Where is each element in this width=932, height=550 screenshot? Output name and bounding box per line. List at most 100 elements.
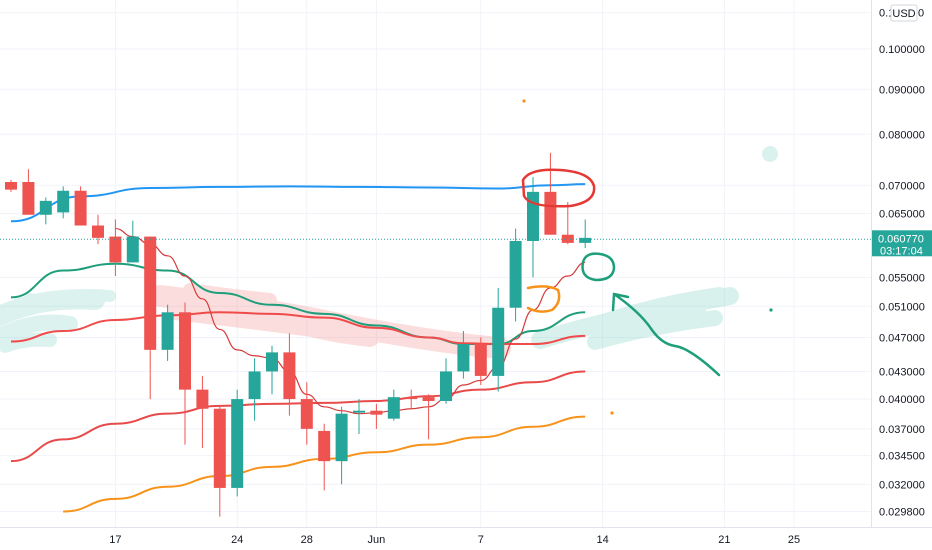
candle-body bbox=[248, 371, 261, 400]
candle-body bbox=[300, 399, 313, 429]
candle-body bbox=[353, 410, 365, 413]
ma-line-5 bbox=[115, 227, 586, 415]
candle-body bbox=[126, 236, 139, 263]
candle bbox=[457, 331, 470, 379]
y-tick-label: 0.040000 bbox=[879, 394, 925, 406]
candle-body bbox=[179, 312, 191, 390]
candle-body bbox=[318, 430, 331, 462]
x-tick-label: 24 bbox=[231, 534, 243, 546]
candle-body bbox=[544, 191, 557, 235]
candle bbox=[300, 382, 313, 445]
ma-line-3 bbox=[10, 370, 586, 463]
candle bbox=[161, 304, 174, 361]
candle bbox=[353, 399, 365, 435]
grid bbox=[0, 0, 871, 527]
x-tick-label: 21 bbox=[718, 534, 730, 546]
candle bbox=[74, 186, 87, 226]
y-tick-label: 0.090000 bbox=[879, 84, 925, 96]
orange-arc-annotation bbox=[526, 285, 561, 313]
candle bbox=[544, 152, 557, 235]
candle-body bbox=[405, 397, 418, 400]
countdown-timer: 03:17:04 bbox=[880, 245, 923, 257]
candle bbox=[283, 333, 296, 416]
candle bbox=[370, 403, 383, 429]
teal-brush-right bbox=[531, 146, 778, 350]
candle-body bbox=[457, 344, 470, 372]
candle-body bbox=[196, 389, 209, 409]
candle-body bbox=[144, 236, 157, 350]
teal-circle-annotation bbox=[581, 252, 616, 282]
candle-body bbox=[579, 237, 592, 243]
candle bbox=[5, 179, 17, 192]
candle bbox=[22, 169, 35, 215]
currency-badge: USD bbox=[890, 4, 918, 22]
candle-body bbox=[527, 191, 539, 241]
candle-body bbox=[266, 352, 278, 372]
y-tick-label: 0.029800 bbox=[879, 507, 925, 519]
candle-body bbox=[213, 408, 226, 488]
candle bbox=[405, 389, 418, 409]
candle-body bbox=[422, 397, 435, 401]
candle bbox=[474, 337, 487, 386]
candle-body bbox=[492, 307, 505, 376]
price-axis[interactable]: 0.1100000.1000000.0900000.0800000.070000… bbox=[871, 0, 932, 527]
y-tick-label: 0.047000 bbox=[879, 332, 925, 344]
candle bbox=[126, 220, 139, 263]
candle-body bbox=[387, 397, 400, 419]
candle-body bbox=[92, 225, 104, 238]
candle bbox=[248, 358, 261, 421]
y-tick-label: 0.080000 bbox=[879, 129, 925, 141]
candle bbox=[335, 406, 348, 485]
candle bbox=[213, 406, 226, 517]
last-price-badge: 0.060770 03:17:04 bbox=[872, 230, 932, 257]
candle-body bbox=[370, 410, 383, 415]
candle bbox=[440, 358, 452, 404]
teal-brush-left bbox=[0, 289, 116, 353]
candle bbox=[231, 389, 244, 497]
candle bbox=[318, 423, 331, 491]
orange-dot bbox=[522, 99, 526, 103]
candle-body bbox=[109, 236, 122, 263]
candle bbox=[57, 186, 70, 219]
y-tick-label: 0.070000 bbox=[879, 180, 925, 192]
candle bbox=[387, 389, 400, 421]
red-ellipse-annotation bbox=[521, 168, 596, 208]
candle bbox=[509, 228, 522, 322]
candle-body bbox=[231, 399, 244, 488]
y-tick-label: 0.055000 bbox=[879, 272, 925, 284]
ma-line-0 bbox=[10, 183, 586, 223]
candle-body bbox=[57, 190, 70, 213]
candle-body bbox=[440, 371, 452, 401]
candle-body bbox=[509, 240, 522, 308]
y-tick-label: 0.034500 bbox=[879, 451, 925, 463]
candle bbox=[266, 345, 278, 395]
plot-background bbox=[0, 0, 871, 527]
x-tick-label: 7 bbox=[478, 534, 484, 546]
x-tick-label: 14 bbox=[596, 534, 608, 546]
x-tick-label: Jun bbox=[368, 534, 386, 546]
candle-body bbox=[74, 190, 87, 226]
last-price-value: 0.060770 bbox=[878, 233, 924, 245]
candle bbox=[92, 214, 104, 245]
teal-dot bbox=[769, 308, 773, 312]
x-tick-label: 17 bbox=[109, 534, 121, 546]
candle bbox=[492, 287, 505, 392]
drawing-annotations bbox=[521, 99, 773, 415]
y-tick-label: 0.100000 bbox=[879, 44, 925, 56]
candle bbox=[179, 302, 191, 445]
y-tick-label: 0.037000 bbox=[879, 424, 925, 436]
candle bbox=[579, 219, 592, 249]
orange-dot bbox=[610, 411, 614, 415]
y-tick-label: 0.032000 bbox=[879, 479, 925, 491]
candle-body bbox=[283, 352, 296, 400]
teal-arrow-annotation bbox=[611, 292, 721, 377]
x-tick-label: 28 bbox=[301, 534, 313, 546]
y-tick-label: 0.051000 bbox=[879, 301, 925, 313]
x-tick-label: 25 bbox=[788, 534, 800, 546]
candle-body bbox=[161, 312, 174, 350]
candle-body bbox=[5, 182, 17, 190]
candle bbox=[422, 394, 435, 440]
time-axis[interactable]: 17 24 28 Jun 7 14 21 25 bbox=[0, 527, 932, 550]
candle bbox=[196, 375, 209, 448]
